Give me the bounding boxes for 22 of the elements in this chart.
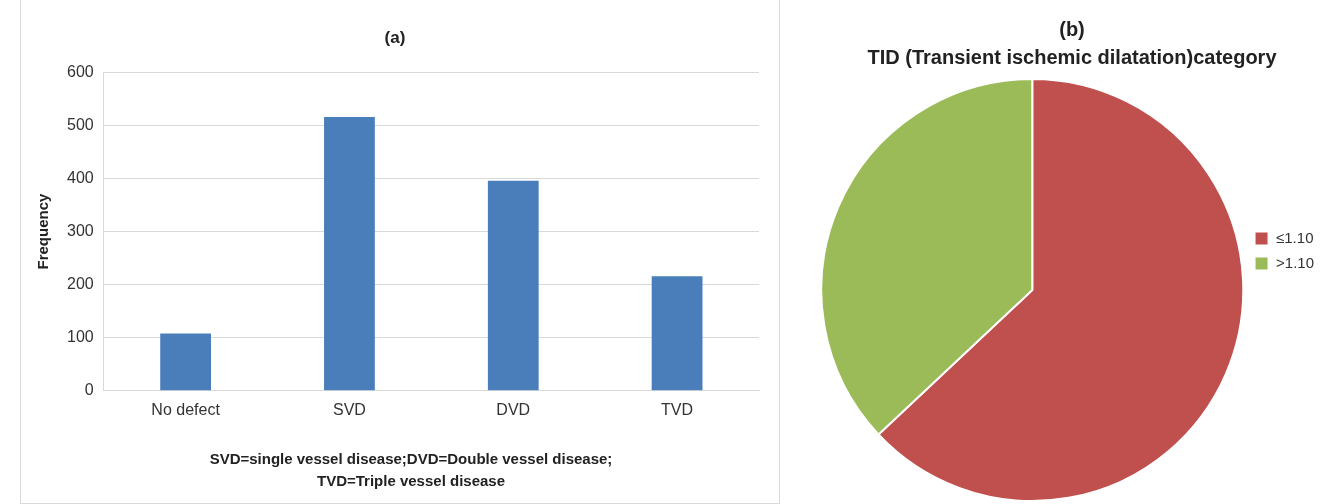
y-tick-label: 300 xyxy=(66,222,94,240)
chart-title: (a) xyxy=(384,27,406,47)
legend-label: >1.10 xyxy=(1276,253,1315,271)
y-axis-title: Frequency xyxy=(34,193,52,270)
x-tick-label: TVD xyxy=(661,400,694,418)
y-tick-label: 0 xyxy=(84,381,94,399)
bar xyxy=(324,116,375,391)
x-tick-label: SVD xyxy=(332,400,366,418)
bar xyxy=(487,180,539,391)
x-axis-title: SVD=single vessel disease;DVD=Double vessel disease; TVD=Triple vessel disease xyxy=(208,449,614,491)
bar xyxy=(651,276,703,391)
legend-label: ≤1.10 xyxy=(1276,228,1314,246)
y-tick-label: 500 xyxy=(66,115,94,133)
chart-subtitle: TID (Transient ischemic dilatation)category xyxy=(867,45,1278,68)
y-tick-label: 100 xyxy=(66,328,94,346)
chart-title: (b) xyxy=(1059,17,1085,40)
y-tick-label: 400 xyxy=(66,168,94,186)
x-tick-label: No defect xyxy=(151,400,221,418)
bar xyxy=(160,333,211,391)
y-tick-label: 600 xyxy=(66,62,94,80)
x-tick-label: DVD xyxy=(496,400,531,418)
y-tick-label: 200 xyxy=(66,275,94,293)
